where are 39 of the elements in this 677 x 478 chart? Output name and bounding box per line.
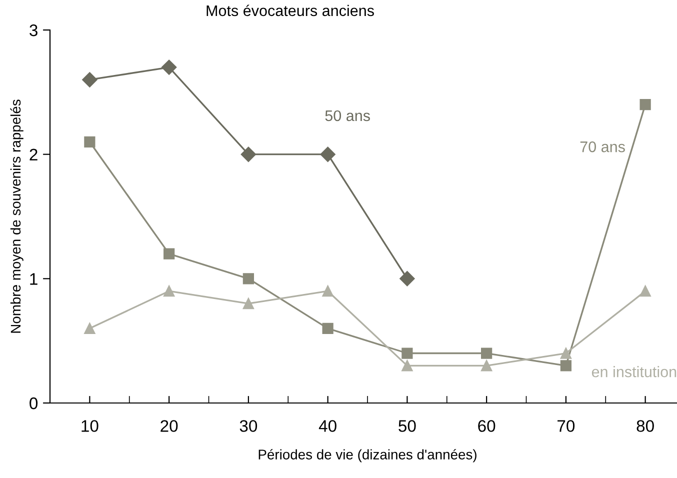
y-tick-label: 0: [30, 397, 38, 410]
series-label: 70 ans: [580, 141, 625, 152]
point: [560, 360, 572, 372]
point: [320, 146, 336, 162]
point: [402, 348, 413, 359]
x-tick-label: 40: [318, 420, 336, 432]
x-tick-label: 70: [558, 420, 575, 432]
chart-title: Mots évocateurs anciens: [206, 4, 374, 16]
point: [82, 72, 98, 88]
point: [400, 271, 415, 286]
point: [322, 286, 334, 297]
series-label: 50 ans: [325, 110, 370, 122]
point: [481, 360, 492, 372]
y-tick-label: 3: [30, 24, 38, 36]
y-tick-label: 1: [30, 273, 38, 285]
point: [481, 348, 492, 359]
x-tick-label: 60: [478, 420, 496, 432]
point: [161, 60, 177, 75]
y-tick-label: 2: [30, 148, 38, 160]
point: [164, 286, 175, 297]
point: [640, 286, 651, 297]
series-label: en institution: [592, 366, 676, 378]
x-tick-label: 20: [160, 420, 178, 432]
x-tick-label: 50: [398, 420, 416, 432]
point: [242, 298, 254, 310]
point: [164, 248, 175, 260]
x-tick-label: 80: [636, 420, 654, 432]
point: [240, 146, 256, 162]
x-tick-label: 30: [240, 420, 258, 432]
x-axis-title: Périodes de vie (dizaines d'années): [258, 449, 476, 462]
point: [84, 136, 96, 148]
point: [84, 322, 96, 334]
point: [640, 99, 651, 110]
point: [560, 348, 572, 359]
y-axis-title: Nombre moyen de souvenirs rappelés: [10, 100, 24, 333]
point: [322, 322, 334, 334]
point: [402, 360, 413, 372]
x-tick-label: 10: [82, 420, 98, 432]
point: [242, 273, 254, 284]
